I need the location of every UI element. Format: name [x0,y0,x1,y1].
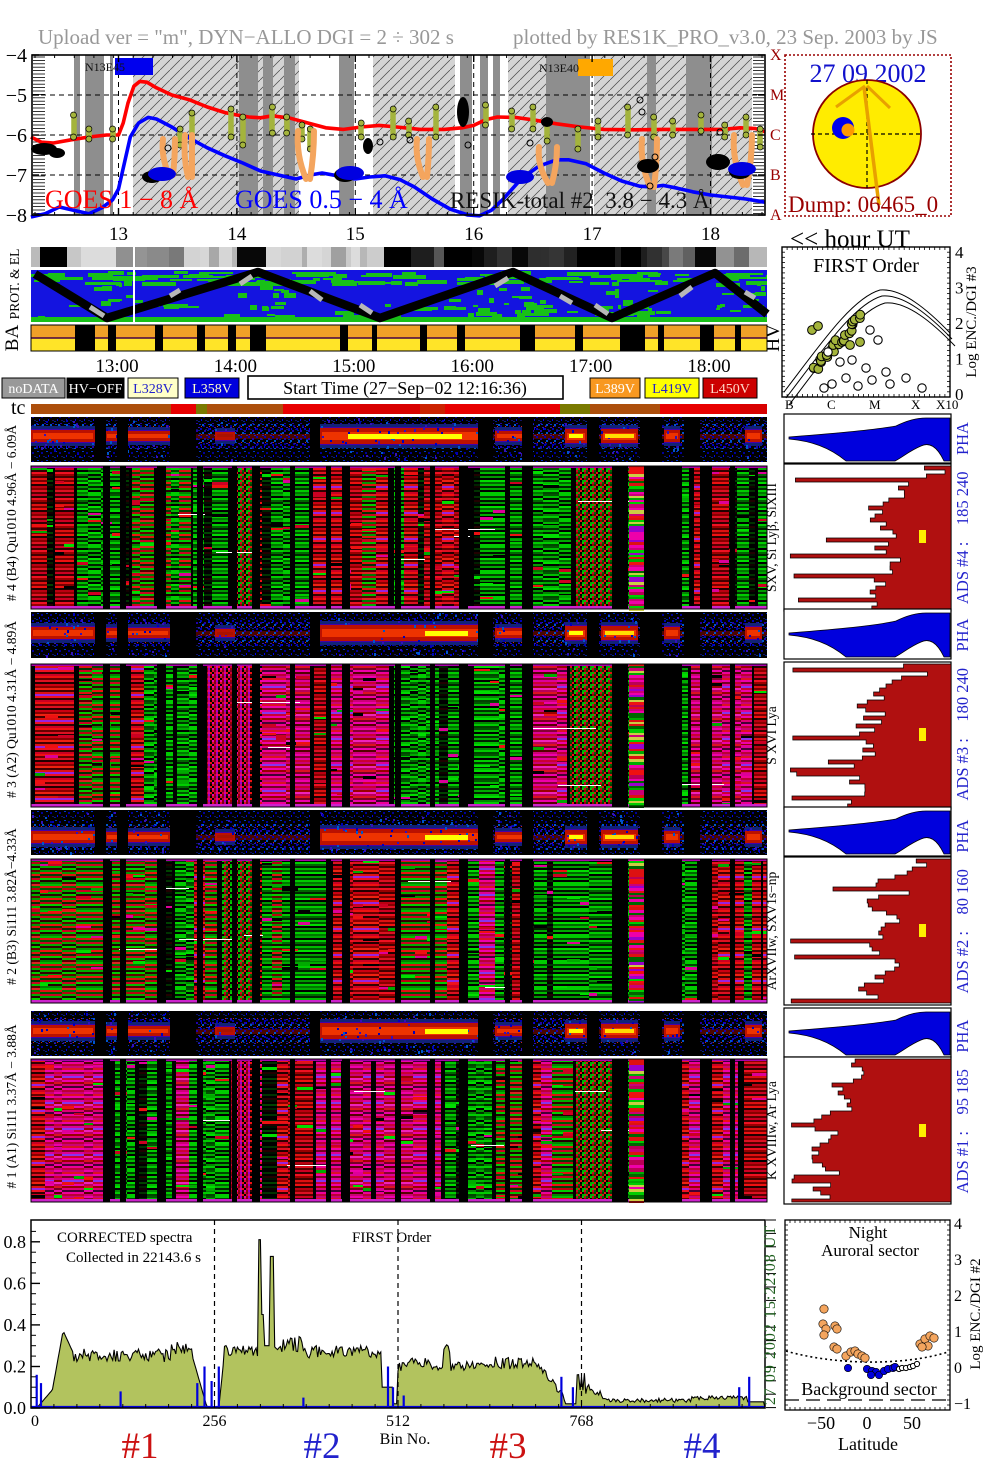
svg-text:Upload ver = "m", DYN−ALLO DGI: Upload ver = "m", DYN−ALLO DGI = 2 ÷ 302… [38,25,454,49]
svg-text:4: 4 [954,1216,962,1233]
svg-text:C: C [827,397,836,412]
svg-text:Latitude: Latitude [838,1434,898,1454]
svg-text:Log ENC./DGI #3: Log ENC./DGI #3 [964,266,980,377]
svg-text:0: 0 [863,1413,872,1433]
svg-text:noDATA: noDATA [8,382,59,397]
svg-text:L450V: L450V [710,382,750,397]
svg-text:13: 13 [109,224,128,245]
svg-text:27 09 2002 15:22:08 UT: 27 09 2002 15:22:08 UT [762,1225,779,1405]
svg-text:4: 4 [955,243,964,262]
svg-text:−5: −5 [6,85,27,107]
svg-text:plotted by RES1K_PRO_v3.0, 23: plotted by RES1K_PRO_v3.0, 23 Sep. 2003 … [513,25,938,49]
svg-text:0.6: 0.6 [4,1273,27,1293]
svg-text:Start Time (27−Sep−02 12:16:36: Start Time (27−Sep−02 12:16:36) [283,378,527,399]
svg-text:0: 0 [31,1413,39,1430]
svg-text:ADS #1 : 95 185 PHA: ADS #1 : 95 185 PHA [953,1020,972,1194]
svg-text:3: 3 [954,1252,962,1269]
svg-text:3: 3 [955,279,964,298]
svg-text:HV: HV [763,324,784,352]
svg-text:18:00: 18:00 [687,356,730,377]
svg-text:0.0: 0.0 [4,1398,27,1418]
svg-text:B: B [770,167,781,184]
svg-text:13:00: 13:00 [95,356,138,377]
svg-text:15:00: 15:00 [332,356,375,377]
svg-text:N13E45: N13E45 [85,60,125,74]
svg-text:15: 15 [346,224,365,245]
svg-text:L358V: L358V [192,382,232,397]
svg-text:−7: −7 [6,165,27,187]
svg-text:17: 17 [583,224,602,245]
svg-text:CORRECTED spectra: CORRECTED spectra [57,1230,193,1246]
svg-text:2: 2 [954,1288,962,1305]
svg-text:1: 1 [955,350,964,369]
svg-text:FIRST Order: FIRST Order [352,1230,431,1246]
svg-text:0.2: 0.2 [4,1356,27,1376]
svg-text:50: 50 [903,1413,921,1433]
svg-text:256: 256 [203,1413,227,1430]
svg-text:tc: tc [11,397,26,419]
svg-text:#3: #3 [490,1426,527,1467]
svg-text:A: A [770,207,782,224]
svg-text:N13E40: N13E40 [539,61,579,75]
svg-text:X10: X10 [936,397,958,412]
svg-text:0.4: 0.4 [4,1315,27,1335]
svg-text:ADS #3 : 180 240 PHA: ADS #3 : 180 240 PHA [953,618,972,800]
svg-text:−6: −6 [6,125,27,147]
svg-text:L419V: L419V [652,382,692,397]
svg-text:L389V: L389V [595,382,635,397]
svg-text:S XVI Lya: S XVI Lya [764,706,779,765]
svg-text:# 1 (A1) Si111 3.37Å − 3.88Å: # 1 (A1) Si111 3.37Å − 3.88Å [4,1024,19,1188]
svg-text:GOES 0.5 − 4 Å: GOES 0.5 − 4 Å [235,185,408,214]
svg-text:Log ENC./DGI #2: Log ENC./DGI #2 [968,1258,984,1369]
svg-text:K XVIIIw, Ar Lya: K XVIIIw, Ar Lya [764,1081,779,1180]
svg-text:2: 2 [955,314,964,333]
svg-text:0: 0 [955,385,964,404]
svg-text:−8: −8 [6,205,27,227]
svg-text:Bin No.: Bin No. [380,1431,431,1448]
svg-text:−4: −4 [6,45,27,67]
svg-text:1: 1 [954,1324,962,1341]
svg-text:# 2 (B3) Si111 3.82Å−4.33Å: # 2 (B3) Si111 3.82Å−4.33Å [4,828,19,985]
svg-text:# 3 (A2) Qu1010 4.31Å − 4.89Å: # 3 (A2) Qu1010 4.31Å − 4.89Å [4,621,19,798]
svg-text:ADS #2 : 80 160 PHA: ADS #2 : 80 160 PHA [953,820,972,994]
svg-text:512: 512 [386,1413,410,1430]
svg-text:GOES 1 − 8 Å: GOES 1 − 8 Å [45,185,199,214]
svg-text:SXV, Si Lyβ, SiXIII: SXV, Si Lyβ, SiXIII [764,482,779,592]
svg-text:BA: BA [2,325,23,352]
svg-text:HV−OFF: HV−OFF [69,382,123,397]
svg-text:#2: #2 [304,1426,341,1467]
svg-text:Auroral sector: Auroral sector [821,1241,919,1260]
svg-text:0.8: 0.8 [4,1232,27,1252]
svg-text:M: M [770,87,784,104]
svg-text:M: M [869,397,881,412]
svg-text:17:00: 17:00 [569,356,612,377]
svg-text:X: X [770,47,782,64]
svg-text:14: 14 [227,224,247,245]
svg-text:Collected in 22143.6 s: Collected in 22143.6 s [66,1250,201,1266]
svg-text:L328V: L328V [133,382,173,397]
svg-text:X: X [911,397,921,412]
svg-text:C: C [770,127,781,144]
svg-text:14:00: 14:00 [214,356,257,377]
svg-text:−50: −50 [807,1413,835,1433]
svg-text:0: 0 [954,1360,962,1377]
svg-text:ArXVIIw, SXV1s−np: ArXVIIw, SXV1s−np [764,872,779,991]
svg-text:#4: #4 [684,1426,721,1467]
svg-text:ADS #4 : 185 240 PHA: ADS #4 : 185 240 PHA [953,422,972,604]
svg-text:18: 18 [701,224,720,245]
svg-text:FIRST Order: FIRST Order [813,255,919,277]
svg-text:16:00: 16:00 [451,356,494,377]
svg-text:−1: −1 [954,1396,971,1413]
svg-text:#1: #1 [122,1426,159,1467]
svg-text:# 4 (B4) Qu1010 4.96Å − 6.09Å: # 4 (B4) Qu1010 4.96Å − 6.09Å [4,425,19,602]
svg-text:16: 16 [464,224,483,245]
svg-text:RESIK-total #2 3.8 − 4.3 Å: RESIK-total #2 3.8 − 4.3 Å [450,188,710,213]
svg-text:PROT. & EL: PROT. & EL [7,249,22,320]
svg-text:Night: Night [849,1223,888,1242]
svg-text:Dump: 06465_0: Dump: 06465_0 [788,192,938,217]
svg-text:Background sector: Background sector [801,1379,936,1399]
svg-text:B: B [785,397,794,412]
svg-text:768: 768 [570,1413,594,1430]
